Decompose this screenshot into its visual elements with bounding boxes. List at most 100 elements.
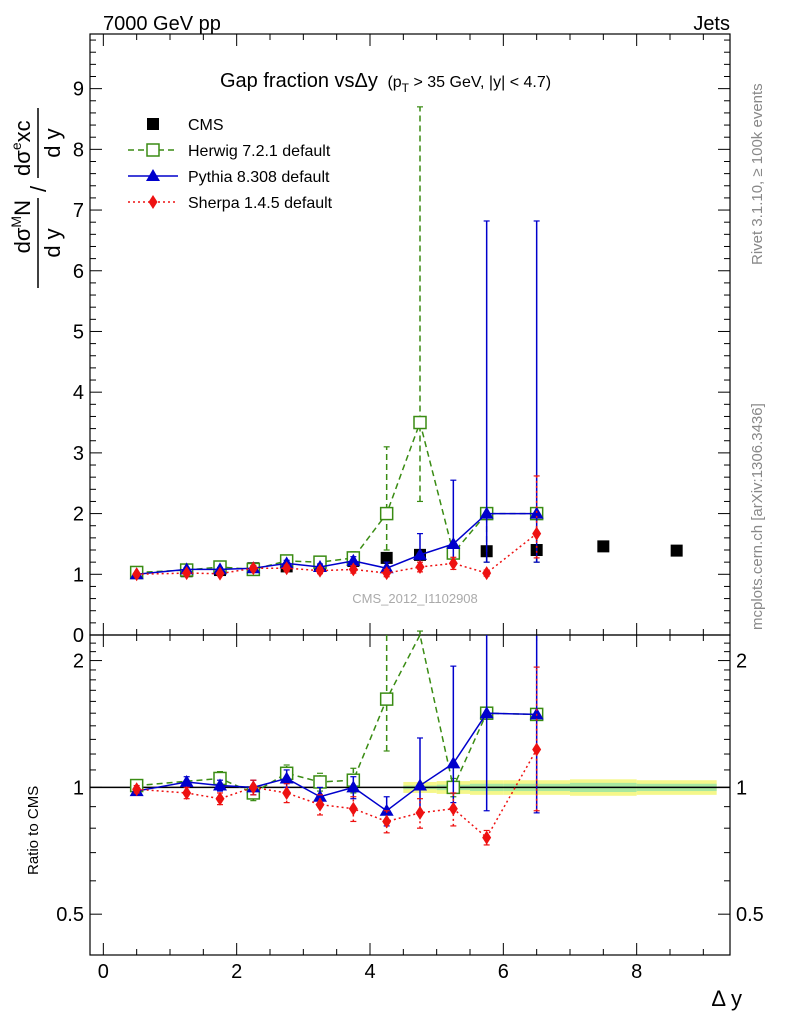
legend-label: CMS (188, 117, 224, 134)
ratio-pythia-point (446, 756, 461, 769)
ratio-sherpa-point (248, 780, 258, 795)
legend-marker (146, 143, 160, 157)
y-tick-label: 1 (73, 564, 84, 586)
main-pythia-line (136, 512, 537, 576)
svg-text:d y: d y (40, 128, 65, 157)
legend-marker (148, 195, 158, 209)
ratio-sherpa-point (415, 805, 425, 820)
main-sherpa-line (136, 533, 538, 576)
main-sherpa-point (532, 526, 542, 541)
title-main: Gap fraction vsΔy (220, 70, 378, 92)
ratio-pythia-point (279, 771, 294, 784)
ratio-sherpa-point (482, 830, 492, 845)
main-sherpa-point (282, 561, 292, 576)
ratio-sherpa-point (348, 801, 358, 816)
y-axis-label: dσMN d y / dσexc d y (8, 108, 65, 288)
ratio-pythia-point (346, 780, 361, 793)
ratio-sherpa-point (532, 742, 542, 757)
legend-label: Herwig 7.2.1 default (188, 143, 331, 160)
svg-text:Gap fraction vsΔy (pT >: Gap fraction vsΔy (pT > 35 GeV, |y| < 4.… (220, 70, 551, 95)
mcplots-label: mcplots.cern.ch [arXiv:1306.3436] (749, 403, 766, 630)
ratio-pythia-point (379, 803, 394, 816)
ratio-sherpa-point (182, 785, 192, 800)
svg-text:dσexc: dσexc (8, 120, 35, 176)
ratio-herwig-point (313, 775, 327, 789)
main-pythia-point (479, 506, 494, 519)
legend-label: Sherpa 1.4.5 default (188, 195, 333, 212)
x-tick-label: 8 (631, 961, 642, 983)
main-sherpa-point (248, 561, 258, 576)
main-herwig-point (379, 506, 394, 521)
ratio-sherpa-point (132, 782, 142, 797)
legend-marker (146, 169, 160, 181)
main-pythia-point (346, 553, 361, 566)
title-sub-T: T (402, 81, 410, 95)
main-sherpa-point (415, 560, 425, 575)
ratio-panel: 0 2 4 6 8 0.5 0.5 1 1 2 2 (56, 630, 764, 983)
ratio-pythia-line (136, 712, 537, 812)
ratio-sherpa-point (448, 801, 458, 816)
svg-text:dσMN: dσMN (8, 200, 35, 253)
svg-text:/: / (26, 185, 51, 192)
ratio-pythia-point (413, 778, 427, 791)
main-sherpa-point (382, 566, 392, 581)
ratio-y-tick-label: 2 (73, 651, 84, 673)
y-tick-label: 6 (73, 261, 84, 283)
analysis-label: CMS_2012_I1102908 (352, 591, 478, 606)
ratio-y-tick-label: 0.5 (56, 904, 84, 926)
ratio-herwig-line (136, 632, 537, 794)
y-tick-label: 8 (73, 139, 84, 161)
y-tick-label: 5 (73, 321, 84, 343)
main-cms-point (380, 551, 393, 564)
main-pythia-point (446, 536, 461, 549)
legend-label: Pythia 8.308 default (188, 169, 330, 186)
main-panel: 0 1 2 3 4 5 6 7 8 9 (73, 33, 731, 647)
main-sherpa-point (182, 566, 192, 581)
ratio-y-tick-label-right: 2 (736, 651, 747, 673)
ratio-sherpa-point (382, 814, 392, 829)
ratio-sherpa-point (215, 791, 225, 806)
plot-title: Gap fraction vsΔy (pT > 35 GeV, |y| < 4.… (220, 70, 551, 95)
y-tick-label: 9 (73, 79, 84, 101)
legend-marker (147, 118, 159, 130)
ratio-pythia-point (479, 706, 494, 719)
svg-text:d y: d y (40, 228, 65, 257)
main-sherpa-point (348, 562, 358, 577)
ratio-sherpa-point (282, 785, 292, 800)
ratio-pythia-point (529, 707, 544, 720)
main-herwig-point (413, 415, 427, 430)
ratio-y-tick-label-right: 0.5 (736, 904, 764, 926)
ratio-y-tick-label: 1 (73, 777, 84, 799)
main-cms-point (670, 544, 683, 557)
main-herwig-line (136, 419, 537, 574)
rivet-label: Rivet 3.1.10, ≥ 100k events (749, 83, 766, 265)
header-left: 7000 GeV pp (103, 13, 221, 35)
main-sherpa-point (132, 567, 142, 582)
ratio-sherpa-line (136, 749, 538, 839)
x-tick-label: 6 (498, 961, 509, 983)
title-sub-p: (p (387, 74, 401, 91)
x-tick-label: 2 (231, 961, 242, 983)
ratio-pythia-point (313, 789, 327, 802)
main-sherpa-point (315, 563, 325, 578)
ratio-y-axis-label: Ratio to CMS (25, 786, 42, 875)
main-cms-point (597, 540, 610, 553)
main-frame (89, 33, 731, 636)
ratio-pythia-point (213, 778, 227, 791)
ratio-frame (89, 634, 731, 956)
main-pythia-point (413, 547, 427, 560)
x-axis-label: Δ y (711, 986, 742, 1011)
y-tick-label: 2 (73, 504, 84, 526)
y-tick-label: 7 (73, 200, 84, 222)
legend: CMS Herwig 7.2.1 default Pythia 8.308 defa… (128, 117, 333, 212)
header-right: Jets (693, 13, 730, 35)
y-tick-label: 0 (73, 625, 84, 647)
ratio-pythia-point (179, 774, 194, 787)
x-tick-label: 0 (98, 961, 109, 983)
title-sub-rest: > 35 GeV, |y| < 4.7) (409, 74, 551, 91)
ratio-herwig-point (379, 692, 394, 706)
y-tick-label: 3 (73, 443, 84, 465)
main-sherpa-point (448, 556, 458, 571)
ratio-sherpa-point (315, 797, 325, 812)
